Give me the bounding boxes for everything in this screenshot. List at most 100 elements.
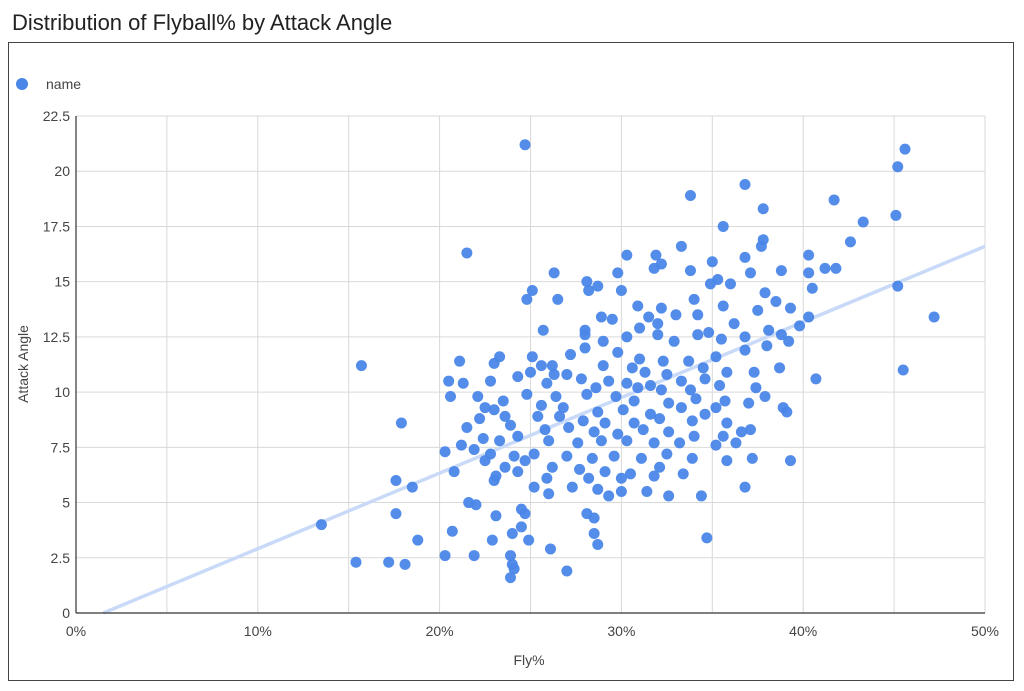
data-point[interactable]	[583, 472, 595, 484]
data-point[interactable]	[528, 448, 540, 460]
data-point[interactable]	[652, 329, 664, 341]
data-point[interactable]	[621, 331, 633, 343]
data-point[interactable]	[654, 461, 666, 473]
data-point[interactable]	[579, 329, 591, 341]
data-point[interactable]	[755, 240, 767, 252]
data-point[interactable]	[390, 474, 402, 486]
data-point[interactable]	[561, 368, 573, 380]
data-point[interactable]	[641, 486, 653, 498]
data-point[interactable]	[688, 293, 700, 305]
data-point[interactable]	[499, 461, 511, 473]
data-point[interactable]	[610, 391, 622, 403]
data-point[interactable]	[612, 346, 624, 358]
data-point[interactable]	[670, 309, 682, 321]
data-point[interactable]	[445, 391, 457, 403]
data-point[interactable]	[663, 426, 675, 438]
data-point[interactable]	[675, 375, 687, 387]
data-point[interactable]	[494, 435, 506, 447]
data-point[interactable]	[574, 463, 586, 475]
data-point[interactable]	[746, 452, 758, 464]
data-point[interactable]	[446, 525, 458, 537]
data-point[interactable]	[677, 468, 689, 480]
data-point[interactable]	[710, 351, 722, 363]
data-point[interactable]	[561, 450, 573, 462]
data-point[interactable]	[457, 377, 469, 389]
data-point[interactable]	[784, 455, 796, 467]
data-point[interactable]	[526, 351, 538, 363]
data-point[interactable]	[828, 194, 840, 206]
data-point[interactable]	[521, 388, 533, 400]
data-point[interactable]	[683, 355, 695, 367]
data-point[interactable]	[479, 402, 491, 414]
data-point[interactable]	[724, 278, 736, 290]
data-point[interactable]	[412, 534, 424, 546]
data-point[interactable]	[648, 437, 660, 449]
data-point[interactable]	[615, 285, 627, 297]
data-point[interactable]	[546, 360, 558, 372]
data-point[interactable]	[599, 417, 611, 429]
data-point[interactable]	[497, 395, 509, 407]
data-point[interactable]	[632, 382, 644, 394]
data-point[interactable]	[474, 413, 486, 425]
data-point[interactable]	[588, 426, 600, 438]
data-point[interactable]	[701, 532, 713, 544]
data-point[interactable]	[557, 402, 569, 414]
data-point[interactable]	[721, 455, 733, 467]
data-point[interactable]	[579, 342, 591, 354]
data-point[interactable]	[781, 406, 793, 418]
data-point[interactable]	[512, 371, 524, 383]
data-point[interactable]	[763, 324, 775, 336]
data-point[interactable]	[650, 249, 662, 261]
legend[interactable]: name	[16, 76, 81, 92]
data-point[interactable]	[508, 450, 520, 462]
data-point[interactable]	[519, 455, 531, 467]
data-point[interactable]	[757, 203, 769, 215]
data-point[interactable]	[512, 430, 524, 442]
data-point[interactable]	[661, 448, 673, 460]
data-point[interactable]	[439, 550, 451, 562]
data-point[interactable]	[461, 421, 473, 433]
data-point[interactable]	[692, 309, 704, 321]
data-point[interactable]	[643, 311, 655, 323]
data-point[interactable]	[626, 362, 638, 374]
data-point[interactable]	[692, 329, 704, 341]
data-point[interactable]	[470, 499, 482, 511]
data-point[interactable]	[750, 382, 762, 394]
data-point[interactable]	[592, 539, 604, 551]
data-point[interactable]	[399, 558, 411, 570]
data-point[interactable]	[686, 452, 698, 464]
data-point[interactable]	[541, 377, 553, 389]
data-point[interactable]	[657, 355, 669, 367]
data-point[interactable]	[721, 417, 733, 429]
data-point[interactable]	[634, 322, 646, 334]
data-point[interactable]	[684, 265, 696, 277]
data-point[interactable]	[628, 417, 640, 429]
data-point[interactable]	[739, 251, 751, 263]
data-point[interactable]	[454, 355, 466, 367]
data-point[interactable]	[663, 490, 675, 502]
data-point[interactable]	[539, 424, 551, 436]
data-point[interactable]	[505, 550, 517, 562]
data-point[interactable]	[546, 461, 558, 473]
data-point[interactable]	[488, 357, 500, 369]
data-point[interactable]	[655, 384, 667, 396]
data-point[interactable]	[505, 572, 517, 584]
data-point[interactable]	[703, 326, 715, 338]
data-point[interactable]	[617, 404, 629, 416]
data-point[interactable]	[519, 139, 531, 151]
data-point[interactable]	[728, 318, 740, 330]
data-point[interactable]	[350, 556, 362, 568]
data-point[interactable]	[505, 419, 517, 431]
data-point[interactable]	[554, 410, 566, 422]
data-point[interactable]	[624, 468, 636, 480]
data-point[interactable]	[355, 360, 367, 372]
data-point[interactable]	[652, 318, 664, 330]
data-point[interactable]	[714, 379, 726, 391]
data-point[interactable]	[675, 240, 687, 252]
data-point[interactable]	[899, 143, 911, 155]
data-point[interactable]	[784, 302, 796, 314]
data-point[interactable]	[830, 262, 842, 274]
data-point[interactable]	[739, 344, 751, 356]
data-point[interactable]	[803, 311, 815, 323]
data-point[interactable]	[621, 249, 633, 261]
